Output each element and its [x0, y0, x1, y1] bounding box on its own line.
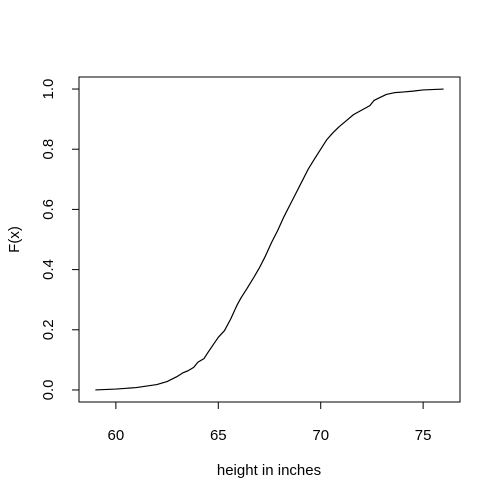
x-axis: 60 65 70 75 — [108, 401, 432, 444]
y-tick-label: 0.0 — [40, 380, 57, 401]
y-axis: 0.0 0.2 0.4 0.6 0.8 1.0 — [40, 79, 80, 401]
y-axis-label: F(x) — [6, 226, 23, 253]
x-tick-label: 60 — [108, 427, 125, 444]
plot-frame — [78, 76, 461, 403]
y-tick-label: 0.2 — [40, 319, 57, 340]
ecdf-line — [95, 88, 444, 391]
x-tick-label: 65 — [210, 427, 227, 444]
y-tick-label: 0.6 — [40, 199, 57, 220]
series-layer — [95, 88, 444, 391]
y-tick-label: 1.0 — [40, 79, 57, 100]
x-tick-label: 75 — [415, 427, 432, 444]
x-tick-label: 70 — [312, 427, 329, 444]
x-axis-label: height in inches — [217, 462, 321, 479]
y-tick-label: 0.4 — [40, 259, 57, 280]
y-tick-label: 0.8 — [40, 139, 57, 160]
